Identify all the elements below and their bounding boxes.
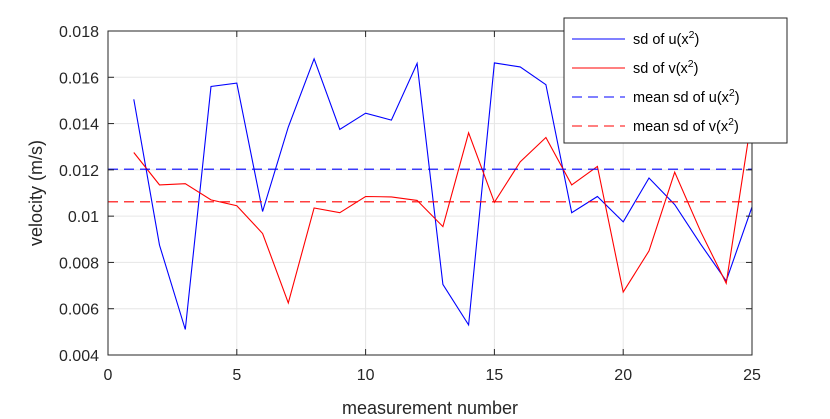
axis-ticks: 0 5 10 15 20 25 0.004 0.006 0.008 0.01 0.012 0.014 0… <box>59 24 761 384</box>
x-tick-label: 10 <box>357 367 375 384</box>
y-tick-label: 0.012 <box>59 163 99 180</box>
y-tick-label: 0.018 <box>59 24 99 41</box>
x-tick-label: 25 <box>743 367 761 384</box>
y-tick-label: 0.01 <box>68 209 99 226</box>
legend: sd of u(x2) sd of v(x2) mean sd of u(x2) me… <box>563 17 788 144</box>
x-tick-label: 20 <box>614 367 632 384</box>
y-tick-label: 0.008 <box>59 255 99 272</box>
series-line-2 <box>133 115 753 305</box>
x-tick-label: 5 <box>232 367 241 384</box>
legend-label-2: sd of v(x2) <box>633 58 698 77</box>
x-tick-label: 0 <box>104 367 113 384</box>
y-axis-label: velocity (m/s) <box>26 140 46 246</box>
legend-label-1: sd of u(x2) <box>633 29 699 48</box>
y-tick-label: 0.014 <box>59 117 99 134</box>
series-layer <box>108 57 753 330</box>
x-axis-label: measurement number <box>342 398 518 418</box>
plot-frame <box>107 30 753 356</box>
x-tick-label: 15 <box>486 367 504 384</box>
legend-label-3: mean sd of u(x2) <box>633 87 740 106</box>
series-line-1 <box>133 57 753 330</box>
y-tick-label: 0.006 <box>59 302 99 319</box>
y-tick-label: 0.004 <box>59 348 99 365</box>
legend-label-4: mean sd of v(x2) <box>633 116 739 135</box>
y-tick-label: 0.016 <box>59 70 99 87</box>
